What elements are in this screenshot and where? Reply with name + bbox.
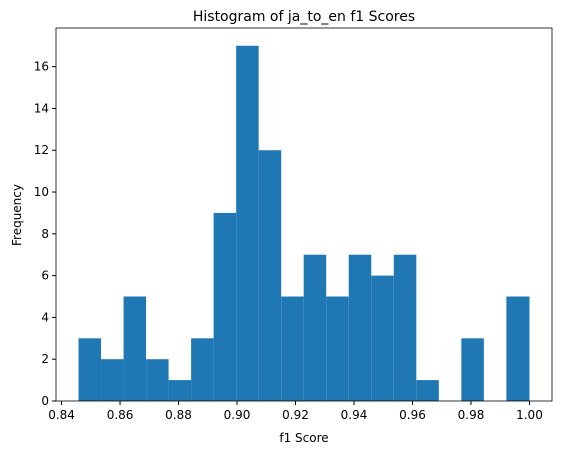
- x-tick-label: 0.92: [282, 408, 309, 422]
- bar: [303, 254, 327, 401]
- bar: [371, 275, 394, 401]
- y-tick-label: 6: [41, 269, 49, 283]
- bar: [281, 296, 304, 401]
- bar: [213, 212, 237, 401]
- x-axis-label: f1 Score: [279, 431, 328, 445]
- bar: [101, 359, 124, 401]
- bar: [393, 254, 417, 401]
- bar: [123, 296, 147, 401]
- bar: [168, 380, 192, 401]
- bar: [348, 254, 372, 401]
- bar: [78, 338, 102, 401]
- x-tick-label: 0.94: [341, 408, 368, 422]
- bar: [461, 338, 484, 401]
- plot-frame: [55, 27, 553, 402]
- bar: [236, 45, 259, 402]
- bar: [326, 296, 349, 401]
- y-tick-label: 2: [41, 352, 49, 366]
- y-tick-label: 0: [41, 394, 49, 408]
- y-axis-label: Frequency: [10, 184, 24, 246]
- bar: [506, 296, 530, 401]
- x-tick-label: 0.84: [48, 408, 75, 422]
- x-tick-label: 0.90: [224, 408, 251, 422]
- x-tick-label: 0.96: [399, 408, 426, 422]
- bar: [258, 150, 282, 401]
- chart-title: Histogram of ja_to_en f1 Scores: [193, 9, 415, 25]
- x-tick-label: 0.86: [107, 408, 134, 422]
- y-tick-label: 14: [34, 101, 49, 115]
- y-tick-label: 10: [34, 185, 49, 199]
- y-tick-label: 16: [34, 60, 49, 74]
- y-tick-label: 12: [34, 143, 49, 157]
- bar: [191, 338, 214, 401]
- bar: [146, 359, 169, 401]
- x-tick-label: 0.98: [458, 408, 485, 422]
- y-tick-label: 8: [41, 227, 49, 241]
- y-tick-label: 4: [41, 310, 49, 324]
- x-tick-label: 0.88: [165, 408, 192, 422]
- x-tick-label: 1.00: [516, 408, 543, 422]
- bar: [416, 380, 439, 401]
